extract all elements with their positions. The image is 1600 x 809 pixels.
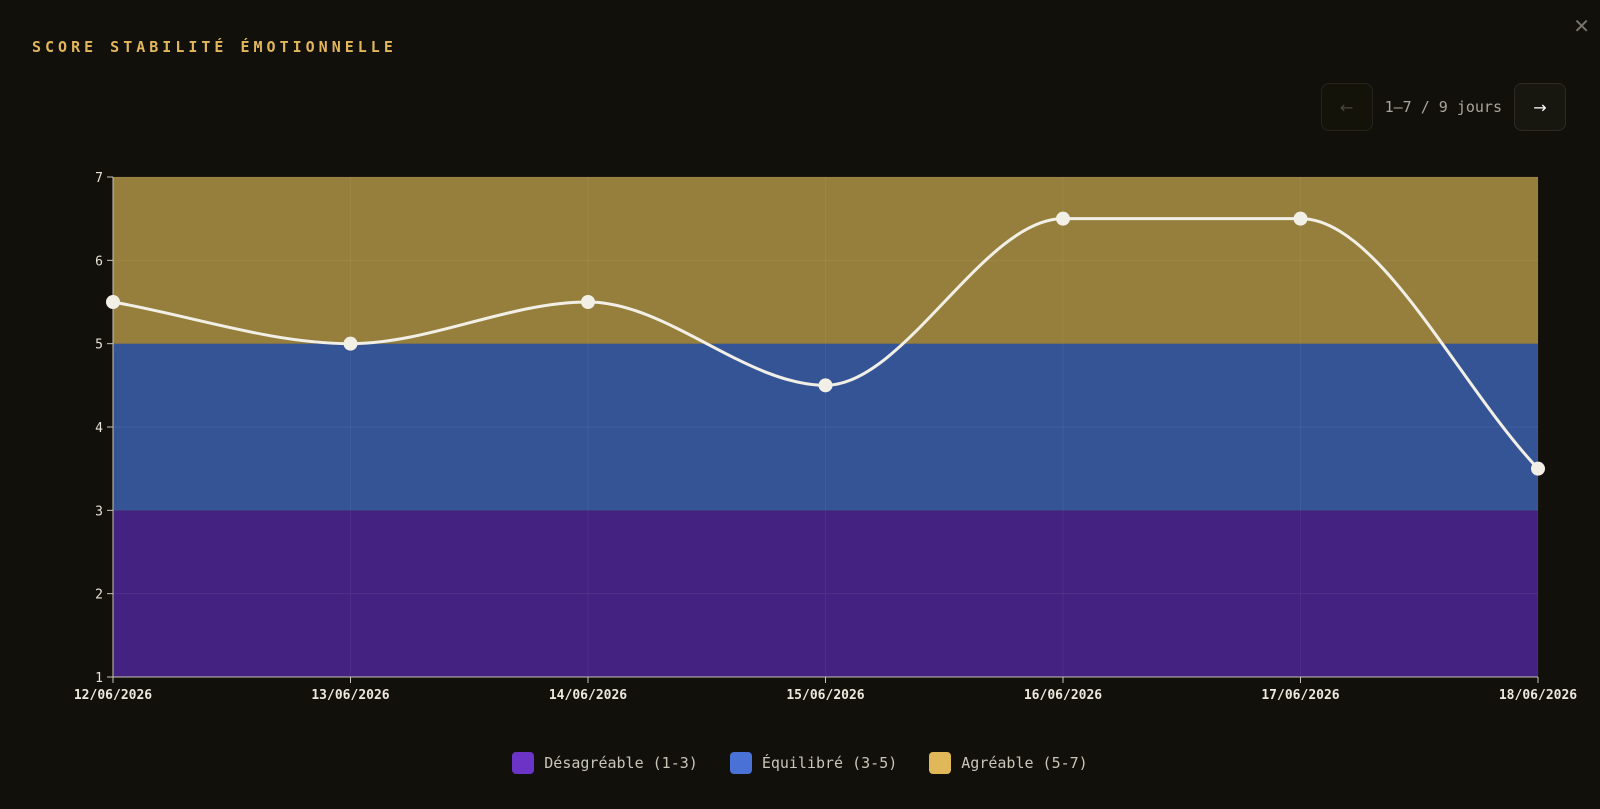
- legend-swatch: [729, 752, 752, 774]
- prev-page-button[interactable]: ←: [1320, 83, 1373, 131]
- legend-label: Désagréable (1-3): [544, 754, 698, 772]
- next-page-button[interactable]: →: [1514, 83, 1566, 131]
- data-point: [1056, 211, 1070, 226]
- close-icon[interactable]: ✕: [1573, 14, 1590, 38]
- x-tick-label: 13/06/2026: [311, 688, 389, 703]
- data-point: [581, 295, 595, 309]
- legend-swatch: [512, 752, 535, 774]
- legend: Désagréable (1-3) Équilibré (3-5) Agréab…: [0, 752, 1600, 774]
- band-0: [113, 510, 1538, 677]
- y-tick-label: 1: [95, 671, 103, 686]
- band-2: [113, 177, 1538, 344]
- y-tick-label: 7: [95, 171, 103, 186]
- legend-swatch: [929, 752, 952, 774]
- page-range-label: 1–7 / 9 jours: [1384, 98, 1502, 116]
- x-tick-label: 18/06/2026: [1499, 688, 1577, 703]
- y-tick-label: 4: [95, 421, 103, 436]
- data-point: [106, 295, 120, 309]
- data-point: [1531, 461, 1545, 476]
- data-point: [818, 378, 833, 393]
- pagination: ← 1–7 / 9 jours →: [1320, 83, 1566, 131]
- data-point: [1293, 211, 1308, 226]
- y-tick-label: 3: [95, 504, 103, 519]
- data-point: [343, 336, 358, 351]
- chart-title: SCORE STABILITÉ ÉMOTIONNELLE: [32, 38, 397, 56]
- x-tick-label: 17/06/2026: [1261, 688, 1339, 703]
- legend-label: Agréable (5-7): [961, 754, 1088, 772]
- y-tick-label: 5: [95, 338, 103, 353]
- y-tick-label: 6: [95, 254, 103, 269]
- x-tick-label: 16/06/2026: [1024, 688, 1102, 703]
- x-tick-label: 14/06/2026: [549, 688, 627, 703]
- y-tick-label: 2: [95, 588, 103, 603]
- legend-item-desagreable[interactable]: Désagréable (1-3): [512, 752, 698, 774]
- x-tick-label: 15/06/2026: [786, 688, 864, 703]
- line-chart: 1 2 3 4 5 6 7 12/06/2026 13/06/2026 14/06/2026 15/…: [74, 171, 1577, 703]
- legend-item-agreable[interactable]: Agréable (5-7): [929, 752, 1088, 774]
- band-1: [113, 343, 1538, 511]
- x-tick-label: 12/06/2026: [74, 688, 152, 703]
- legend-item-equilibre[interactable]: Équilibré (3-5): [729, 752, 898, 774]
- legend-label: Équilibré (3-5): [761, 754, 898, 772]
